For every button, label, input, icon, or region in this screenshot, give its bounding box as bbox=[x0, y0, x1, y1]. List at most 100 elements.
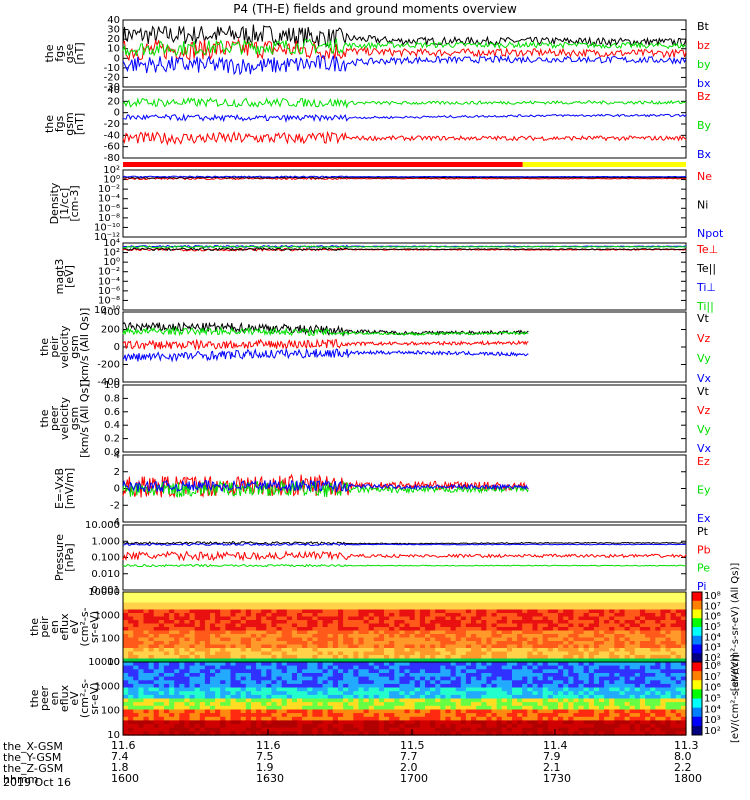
spectrogram-cell bbox=[384, 655, 390, 660]
spectrogram-cell bbox=[179, 634, 185, 639]
spectrogram-cell bbox=[204, 634, 211, 639]
spectrogram-cell bbox=[624, 634, 631, 639]
spectrogram-cell bbox=[552, 698, 559, 703]
spectrogram-cell bbox=[639, 716, 646, 722]
spectrogram-cell bbox=[552, 687, 559, 692]
x-row-value: 2.1 bbox=[543, 761, 561, 774]
spectrogram-cell bbox=[675, 634, 682, 639]
spectrogram-cell bbox=[327, 655, 334, 660]
spectrogram-cell bbox=[563, 609, 569, 614]
spectrogram-cell bbox=[532, 644, 539, 649]
spectrogram-cell bbox=[133, 709, 139, 714]
spectrogram-cell bbox=[368, 609, 375, 614]
spectrogram-cell bbox=[588, 669, 595, 674]
spectrogram-cell bbox=[619, 634, 626, 639]
spectrogram-cell bbox=[593, 655, 600, 660]
spectrogram-cell bbox=[537, 662, 544, 667]
spectrogram-cell bbox=[343, 694, 349, 700]
spectrogram-cell bbox=[348, 620, 354, 625]
spectrogram-cell bbox=[660, 627, 667, 632]
spectrogram-cell bbox=[547, 731, 554, 736]
spectrogram-cell bbox=[230, 658, 237, 663]
spectrogram-cell bbox=[312, 676, 319, 681]
spectrogram-cell bbox=[174, 627, 180, 632]
spectrogram-cell bbox=[148, 655, 155, 660]
spectrogram-cell bbox=[128, 662, 134, 667]
spectrogram-cell bbox=[338, 651, 344, 656]
spectrogram-cell bbox=[506, 724, 513, 729]
spectrogram-cell bbox=[266, 669, 272, 674]
spectrogram-cell bbox=[619, 630, 626, 635]
spectrogram-cell bbox=[276, 702, 283, 707]
spectrogram-cell bbox=[148, 595, 155, 600]
spectrogram-cell bbox=[389, 680, 395, 685]
spectrogram-cell bbox=[547, 683, 554, 689]
spectrogram-cell bbox=[194, 602, 201, 607]
spectrogram-cell bbox=[430, 676, 436, 681]
spectrogram-cell bbox=[261, 713, 267, 718]
spectrogram-cell bbox=[430, 716, 436, 722]
spectrogram-cell bbox=[133, 716, 139, 722]
spectrogram-cell bbox=[363, 691, 370, 696]
spectrogram-cell bbox=[491, 637, 498, 642]
spectrogram-cell bbox=[266, 727, 272, 732]
spectrogram-cell bbox=[404, 606, 411, 611]
spectrogram-cell bbox=[189, 698, 196, 703]
spectrogram-cell bbox=[123, 665, 129, 670]
spectrogram-cell bbox=[629, 698, 636, 703]
spectrogram-cell bbox=[660, 641, 667, 646]
spectrogram-cell bbox=[481, 698, 487, 703]
spectrogram-cell bbox=[512, 595, 518, 600]
spectrogram-cell bbox=[302, 641, 308, 646]
spectrogram-cell bbox=[547, 691, 554, 696]
spectrogram-cell bbox=[465, 713, 472, 718]
spectrogram-cell bbox=[471, 616, 477, 621]
spectrogram-cell bbox=[148, 627, 155, 632]
spectrogram-cell bbox=[537, 641, 544, 646]
spectrogram-cell bbox=[645, 720, 651, 725]
spectrogram-cell bbox=[215, 669, 221, 674]
spectrogram-cell bbox=[338, 665, 344, 670]
spectrogram-cell bbox=[399, 662, 406, 667]
spectrogram-cell bbox=[343, 620, 349, 625]
spectrogram-cell bbox=[138, 665, 145, 670]
spectrogram-cell bbox=[297, 616, 303, 621]
spectrogram-cell bbox=[348, 691, 354, 696]
spectrogram-cell bbox=[455, 662, 462, 667]
spectrogram-cell bbox=[143, 713, 150, 718]
spectrogram-cell bbox=[650, 658, 656, 663]
spectrogram-cell bbox=[542, 655, 549, 660]
spectrogram-cell bbox=[281, 630, 288, 635]
legend-Vx: Vx bbox=[697, 442, 712, 455]
spectrogram-cell bbox=[327, 691, 334, 696]
spectrogram-cell bbox=[624, 727, 631, 732]
spectrogram-cell bbox=[338, 599, 344, 604]
spectrogram-cell bbox=[271, 716, 278, 722]
spectrogram-cell bbox=[491, 599, 498, 604]
spectrogram-cell bbox=[573, 698, 580, 703]
spectrogram-cell bbox=[476, 720, 482, 725]
spectrogram-cell bbox=[271, 724, 278, 729]
spectrogram-cell bbox=[204, 669, 211, 674]
spectrogram-cell bbox=[588, 676, 595, 681]
spectrogram-cell bbox=[665, 716, 672, 722]
spectrogram-cell bbox=[184, 724, 191, 729]
spectrogram-cell bbox=[471, 680, 477, 685]
spectrogram-cell bbox=[435, 698, 441, 703]
spectrogram-cell bbox=[527, 716, 533, 722]
spectrogram-cell bbox=[378, 637, 385, 642]
spectrogram-cell bbox=[261, 694, 267, 700]
spectrogram-cell bbox=[158, 637, 165, 642]
spectrogram-cell bbox=[245, 676, 252, 681]
colorbar-tick-label: 10³ bbox=[704, 643, 721, 654]
spectrogram-cell bbox=[501, 637, 508, 642]
spectrogram-cell bbox=[527, 644, 533, 649]
spectrogram-cell bbox=[506, 727, 513, 732]
spectrogram-cell bbox=[650, 669, 656, 674]
spectrogram-cell bbox=[394, 595, 400, 600]
spectrogram-cell bbox=[220, 676, 226, 681]
spectrogram-cell bbox=[599, 720, 605, 725]
spectrogram-cell bbox=[609, 665, 615, 670]
spectrogram-cell bbox=[286, 606, 293, 611]
